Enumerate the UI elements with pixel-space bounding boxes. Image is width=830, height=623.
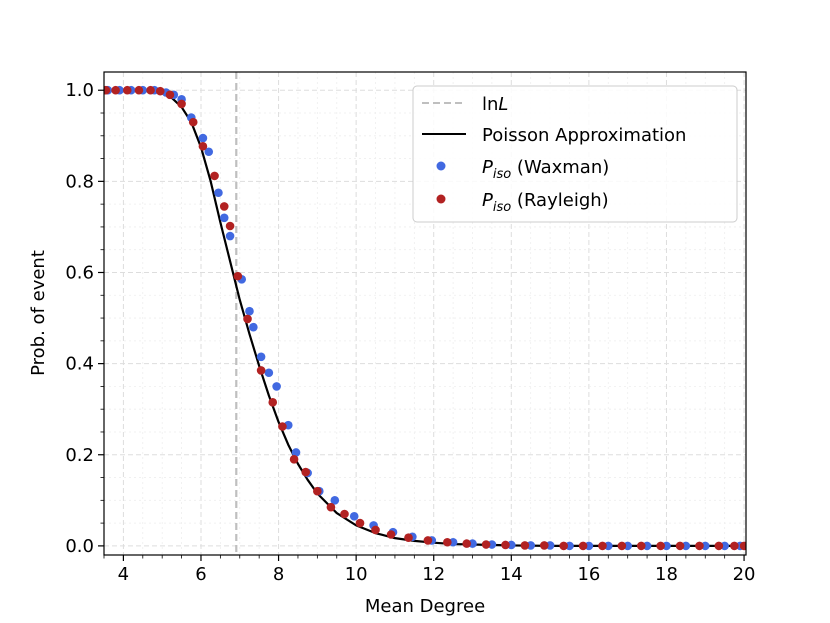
y-tick-label: 1.0 (65, 80, 94, 101)
y-tick-label: 0.0 (65, 536, 94, 557)
rayleigh-point (225, 221, 235, 231)
rayleigh-points (104, 85, 746, 551)
rayleigh-point (111, 85, 120, 95)
plot-frame (103, 71, 747, 556)
rayleigh-point (340, 509, 349, 519)
waxman-point (256, 352, 266, 362)
rayleigh-point (714, 541, 724, 551)
legend-poisson-label: Poisson Approximation (482, 125, 686, 146)
rayleigh-point (104, 85, 111, 95)
legend-waxman-marker (436, 161, 446, 171)
rayleigh-point (301, 467, 311, 477)
waxman-point (198, 133, 208, 143)
rayleigh-point (165, 90, 175, 100)
waxman-point (245, 306, 254, 316)
x-tick-label: 16 (577, 564, 600, 585)
rayleigh-point (155, 86, 165, 96)
rayleigh-point (739, 541, 746, 551)
waxman-point (204, 147, 214, 157)
waxman-point (349, 511, 359, 521)
legend-rayleigh-label: Piso (Rayleigh) (482, 190, 609, 215)
rayleigh-point (289, 455, 299, 464)
rayleigh-point (278, 422, 287, 431)
rayleigh-point (481, 540, 491, 549)
rayleigh-point (423, 536, 433, 545)
rayleigh-point (559, 541, 568, 551)
waxman-point (330, 496, 340, 505)
waxman-point (225, 231, 235, 241)
rayleigh-point (210, 171, 219, 181)
rayleigh-point (219, 202, 229, 211)
x-axis-label: Mean Degree (365, 596, 485, 617)
rayleigh-point (177, 99, 186, 109)
rayleigh-point (371, 525, 380, 535)
legend-frame (412, 85, 738, 223)
rayleigh-point (520, 541, 530, 550)
waxman-point (219, 213, 229, 223)
x-tick-label: 6 (195, 564, 206, 585)
legend: lnL Poisson Approximation Piso (Waxman) … (412, 85, 738, 223)
waxman-point (272, 382, 281, 391)
x-tick-label: 14 (500, 564, 523, 585)
rayleigh-point (501, 540, 510, 550)
rayleigh-point (636, 541, 646, 551)
x-tick-label: 8 (273, 564, 284, 585)
rayleigh-point (404, 533, 413, 542)
rayleigh-point (598, 541, 607, 551)
rayleigh-point (326, 502, 336, 512)
rayleigh-point (268, 398, 278, 407)
rayleigh-point (313, 486, 322, 496)
rayleigh-point (539, 541, 549, 550)
axis-ticks: 4 6 8 10 12 14 16 18 20 0.0 0.2 0.4 0.6 0.8 1.0 (65, 80, 755, 585)
rayleigh-point (355, 518, 365, 528)
x-tick-label: 10 (345, 564, 368, 585)
rayleigh-point (675, 541, 685, 551)
x-tick-label: 20 (733, 564, 756, 585)
y-tick-label: 0.8 (65, 171, 94, 192)
rayleigh-point (233, 271, 243, 281)
waxman-point (291, 448, 301, 457)
rayleigh-point (256, 366, 266, 375)
x-tick-label: 4 (118, 564, 129, 585)
rayleigh-point (578, 541, 588, 551)
rayleigh-point (730, 541, 739, 551)
waxman-point (264, 368, 274, 378)
rayleigh-point (188, 117, 198, 127)
y-tick-label: 0.4 (65, 354, 94, 375)
rayleigh-point (146, 85, 155, 95)
rayleigh-point (134, 85, 144, 95)
rayleigh-point (462, 539, 472, 548)
x-tick-label: 12 (422, 564, 445, 585)
y-tick-label: 0.6 (65, 262, 94, 283)
rayleigh-point (656, 541, 665, 551)
y-tick-label: 0.2 (65, 445, 94, 466)
rayleigh-point (243, 314, 252, 324)
waxman-point (249, 322, 258, 332)
x-tick-label: 18 (655, 564, 678, 585)
legend-waxman-label: Piso (Waxman) (482, 157, 609, 182)
rayleigh-point (443, 537, 452, 547)
legend-lnL-label: lnL (482, 94, 508, 115)
rayleigh-point (198, 141, 208, 151)
waxman-point (214, 188, 223, 198)
legend-rayleigh-marker (436, 194, 446, 204)
rayleigh-point (617, 541, 627, 551)
rayleigh-point (386, 530, 396, 539)
rayleigh-point (695, 541, 704, 551)
y-axis-label: Prob. of event (28, 250, 49, 376)
rayleigh-point (122, 85, 132, 95)
